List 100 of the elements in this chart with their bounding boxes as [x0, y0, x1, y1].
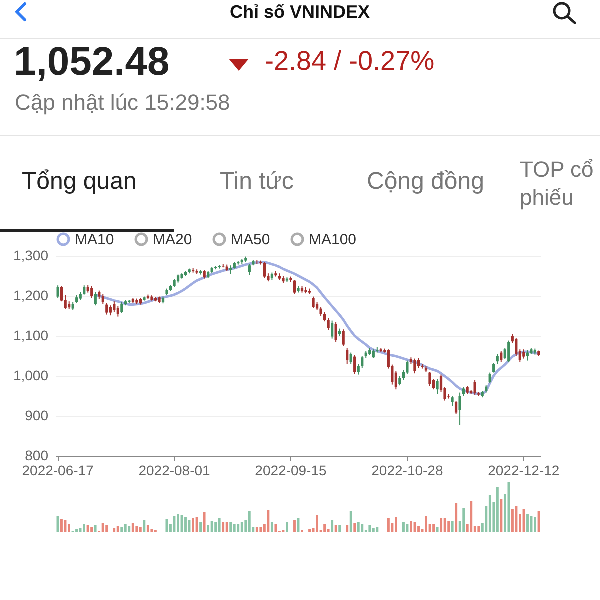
candlestick — [492, 362, 496, 374]
bar — [361, 524, 364, 532]
bar — [462, 508, 466, 532]
candlestick — [496, 354, 499, 364]
bar — [68, 524, 70, 532]
bar — [177, 514, 180, 532]
text: Tổng quan — [22, 168, 137, 196]
candlestick — [102, 294, 104, 304]
bar — [394, 517, 398, 532]
bar — [150, 529, 154, 532]
bar — [256, 527, 258, 532]
bar — [270, 522, 274, 532]
bar — [376, 528, 379, 532]
legend-label: MA100 — [309, 232, 357, 249]
bar — [470, 502, 473, 532]
bar — [346, 526, 349, 532]
bar — [128, 526, 131, 532]
bar — [425, 516, 428, 532]
bar — [90, 527, 94, 532]
bar — [166, 520, 168, 532]
bar — [248, 511, 251, 532]
bar — [496, 487, 499, 532]
candlestick — [454, 400, 458, 415]
candlestick — [83, 285, 86, 296]
legend-label: MA50 — [231, 232, 270, 249]
bar — [324, 524, 326, 532]
bar — [368, 526, 372, 532]
candlestick — [451, 396, 454, 406]
text: 1,052.48 — [14, 40, 170, 85]
candlestick — [94, 292, 97, 306]
bar — [106, 525, 108, 532]
candlestick — [248, 264, 251, 276]
candlestick — [458, 392, 462, 426]
bar — [451, 521, 454, 532]
text: Cập nhật lúc 15:29:58 — [15, 90, 230, 116]
bar — [102, 523, 104, 532]
candlestick — [474, 380, 476, 396]
bar — [508, 482, 510, 532]
y-tick-label: 800 — [25, 448, 49, 464]
bar — [350, 511, 352, 532]
bar — [316, 515, 319, 532]
candlestick — [120, 302, 124, 314]
candlestick — [436, 378, 439, 394]
x-tick-label: 2022-08-01 — [138, 462, 211, 478]
bar — [338, 525, 342, 532]
candlestick — [56, 285, 60, 298]
bar — [83, 524, 86, 532]
candlestick — [398, 376, 402, 386]
candlestick — [361, 356, 364, 368]
bar — [184, 518, 187, 532]
candlestick — [330, 320, 334, 340]
bar — [86, 525, 90, 532]
bar — [418, 526, 420, 532]
bar — [240, 522, 244, 532]
bar — [226, 522, 228, 532]
bar — [294, 520, 296, 532]
candlestick — [500, 350, 503, 363]
y-tick-label: 1,000 — [13, 368, 49, 384]
candlestick — [113, 301, 116, 312]
candlestick — [428, 372, 432, 386]
candlestick — [109, 305, 112, 316]
candlestick — [263, 262, 266, 278]
x-tick-label: 2022-12-12 — [488, 462, 560, 478]
bar — [116, 526, 120, 532]
line-series — [94, 261, 540, 396]
candlestick — [354, 354, 356, 374]
candlestick — [342, 329, 345, 346]
bar — [357, 522, 360, 532]
bar — [334, 525, 338, 532]
bar — [237, 524, 240, 532]
bar — [436, 527, 439, 532]
candlestick — [106, 302, 108, 316]
bar — [478, 526, 480, 532]
bar — [113, 528, 116, 532]
bar — [526, 514, 529, 532]
candlestick — [334, 322, 338, 342]
candlestick — [350, 352, 352, 364]
bar — [448, 521, 450, 532]
candlestick — [357, 364, 360, 376]
bar — [410, 522, 412, 532]
bar — [207, 526, 210, 532]
y-tick-label: 1,200 — [13, 288, 49, 304]
bar — [132, 523, 134, 532]
bar — [230, 522, 232, 532]
bar — [372, 528, 375, 532]
bar — [139, 527, 142, 532]
bar — [274, 524, 278, 532]
bar — [354, 523, 356, 532]
text: -2.84 / -0.27% — [265, 46, 435, 77]
x-tick-label: 2022-10-28 — [372, 462, 444, 478]
candlestick — [515, 338, 518, 356]
bar — [534, 517, 536, 532]
bar — [331, 520, 334, 532]
bar — [60, 520, 63, 532]
bar — [146, 526, 150, 532]
candlestick — [346, 348, 349, 364]
bar — [136, 526, 138, 532]
x-tick-label: 2022-06-17 — [22, 462, 94, 478]
y-tick-label: 1,100 — [13, 328, 49, 344]
bar — [143, 520, 146, 532]
